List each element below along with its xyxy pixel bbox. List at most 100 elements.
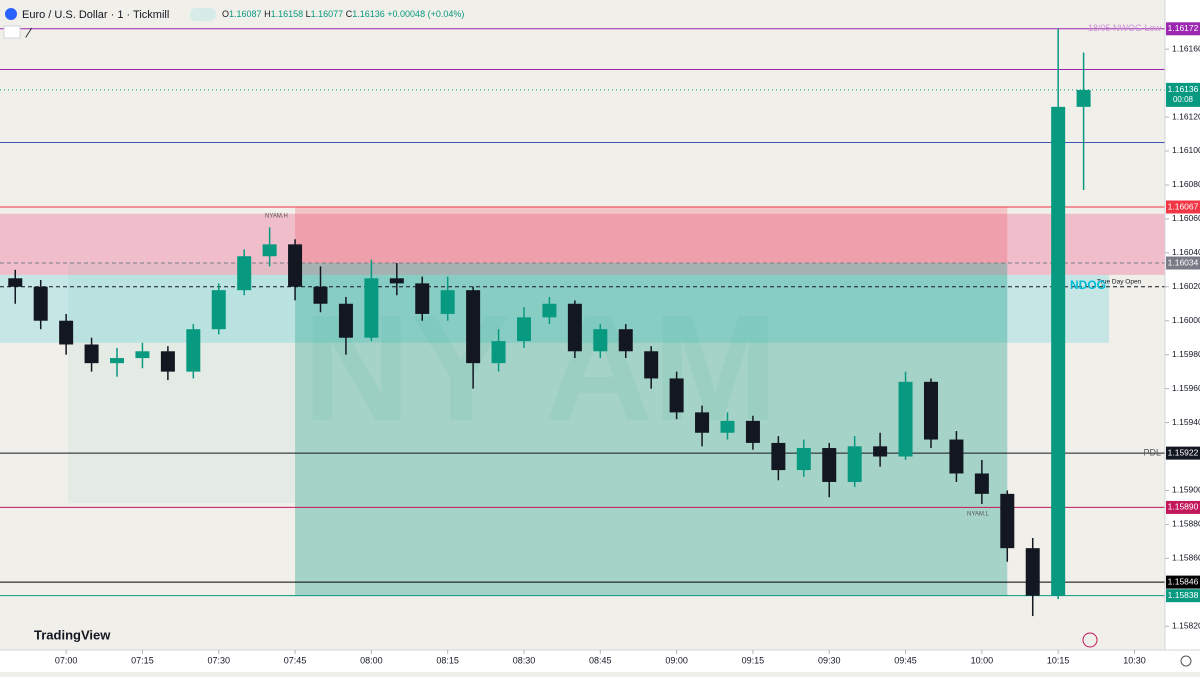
price-tag <box>1166 22 1200 36</box>
symbol-icon[interactable] <box>5 8 17 20</box>
candle-body <box>593 329 608 352</box>
ohlc-change: +0.00048 (+0.04%) <box>387 9 464 19</box>
x-tick-label: 07:45 <box>284 655 307 665</box>
candle-body <box>288 244 303 287</box>
status-pill[interactable] <box>190 8 216 21</box>
y-tick-label: 1.16100 <box>1172 145 1200 155</box>
candle-body <box>338 303 353 338</box>
ohlc-prefix: L <box>306 9 311 19</box>
price-tag-label: 1.16172 <box>1168 23 1199 33</box>
candle-body <box>516 317 531 342</box>
ohlc-value: 1.16087 <box>229 9 262 19</box>
candle-body <box>389 278 404 284</box>
ohlc-header: O1.16087 H1.16158 L1.16077 C1.16136 +0.0… <box>222 9 464 19</box>
candle-body <box>923 381 938 440</box>
candle-body <box>1000 493 1015 549</box>
candle-body <box>110 358 125 364</box>
y-tick-label: 1.15880 <box>1172 519 1200 529</box>
x-tick-label: 08:45 <box>589 655 612 665</box>
candle-body <box>669 378 684 413</box>
y-tick-label: 1.15860 <box>1172 553 1200 563</box>
price-tag <box>1166 200 1200 214</box>
countdown: 00:08 <box>1173 95 1194 104</box>
candle-body <box>160 351 175 372</box>
price-tag-label: 1.15838 <box>1168 590 1199 600</box>
candle-body <box>364 278 379 338</box>
x-tick-label: 07:30 <box>207 655 230 665</box>
candle-body <box>186 329 201 372</box>
candle-body <box>33 286 48 321</box>
x-tick-label: 10:30 <box>1123 655 1146 665</box>
annotation: NDOG <box>1070 278 1106 292</box>
price-tag-label: 1.16067 <box>1168 201 1199 211</box>
candle-body <box>466 290 481 364</box>
price-tag-label: 1.16034 <box>1168 257 1199 267</box>
price-axis <box>1165 0 1200 650</box>
x-tick-label: 09:15 <box>742 655 765 665</box>
candle-body <box>1076 89 1091 107</box>
x-tick-label: 07:00 <box>55 655 78 665</box>
price-tag <box>1166 446 1200 460</box>
zone <box>0 213 1165 275</box>
candle-body <box>415 283 430 314</box>
y-tick-label: 1.16000 <box>1172 315 1200 325</box>
x-tick-label: 09:00 <box>665 655 688 665</box>
level-text: 18/05 NWOG Low <box>1088 23 1162 33</box>
x-tick-label: 09:30 <box>818 655 841 665</box>
watermark-panel <box>68 263 296 504</box>
y-tick-label: 1.16060 <box>1172 213 1200 223</box>
ohlc-value: 1.16158 <box>271 9 304 19</box>
price-tag-label: 1.15846 <box>1168 576 1199 586</box>
price-tag-label: 1.15890 <box>1168 502 1199 512</box>
y-tick-label: 1.15980 <box>1172 349 1200 359</box>
x-tick-label: 10:15 <box>1047 655 1070 665</box>
candle-body <box>898 381 913 457</box>
current-price-label: 1.16136 <box>1168 84 1199 94</box>
price-tag <box>1166 589 1200 603</box>
candle-body <box>822 448 837 482</box>
y-tick-label: 1.15940 <box>1172 417 1200 427</box>
time-axis <box>0 650 1200 672</box>
candle-body <box>771 442 786 471</box>
candle-body <box>313 286 328 304</box>
symbol-title[interactable]: Euro / U.S. Dollar · 1 · Tickmill <box>22 9 169 21</box>
y-tick-label: 1.16160 <box>1172 43 1200 53</box>
x-tick-label: 08:15 <box>436 655 459 665</box>
candle-body <box>720 420 735 433</box>
ohlc-value: 1.16136 <box>352 9 385 19</box>
replay-icon[interactable] <box>1082 632 1098 648</box>
candle-body <box>1051 106 1066 596</box>
x-tick-label: 08:30 <box>513 655 536 665</box>
position-stop <box>295 207 1008 264</box>
y-tick-label: 1.16020 <box>1172 281 1200 291</box>
x-tick-label: 07:15 <box>131 655 154 665</box>
price-tag <box>1166 500 1200 514</box>
y-tick-label: 1.15900 <box>1172 485 1200 495</box>
ohlc-prefix: O <box>222 9 229 19</box>
price-tag <box>1166 575 1200 589</box>
candle-body <box>644 351 659 379</box>
candle-body <box>84 344 99 364</box>
collapse-button[interactable] <box>3 25 21 39</box>
candle-body <box>491 341 506 364</box>
y-tick-label: 1.16120 <box>1172 111 1200 121</box>
annotation: NYAM.L <box>967 512 990 518</box>
y-tick-label: 1.16040 <box>1172 247 1200 257</box>
settings-icon[interactable] <box>1180 655 1192 667</box>
ohlc-value: 1.16077 <box>311 9 344 19</box>
x-tick-label: 10:00 <box>971 655 994 665</box>
y-tick-label: 1.16080 <box>1172 179 1200 189</box>
price-tag <box>1166 256 1200 270</box>
candle-body <box>8 278 23 287</box>
candle-body <box>542 303 557 318</box>
position-target <box>295 263 1008 596</box>
y-tick-label: 1.15820 <box>1172 620 1200 630</box>
candle-body <box>211 290 226 330</box>
candle-body <box>695 412 710 433</box>
candle-body <box>59 320 74 345</box>
ohlc-prefix: H <box>264 9 271 19</box>
candle-body <box>745 420 760 443</box>
price-tag-label: 1.15922 <box>1168 447 1199 457</box>
candle-body <box>262 244 277 257</box>
